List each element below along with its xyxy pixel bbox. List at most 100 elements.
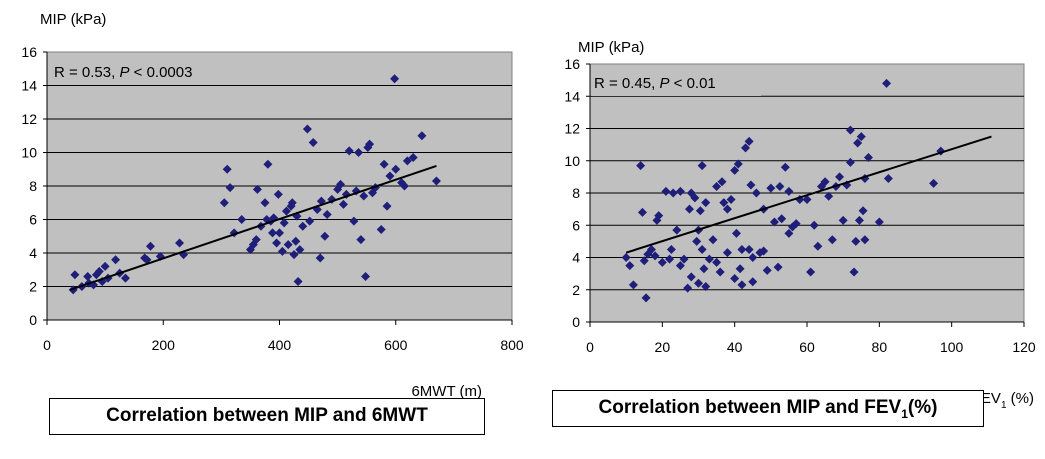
data-point	[712, 182, 722, 192]
data-point	[675, 261, 685, 271]
data-point	[295, 245, 305, 255]
data-point	[641, 293, 651, 303]
data-point	[621, 253, 631, 262]
data-point	[701, 282, 711, 292]
data-point	[715, 267, 725, 277]
data-point	[120, 273, 130, 283]
data-point	[827, 235, 837, 245]
data-point	[726, 194, 736, 204]
data-point	[851, 236, 861, 246]
data-point	[654, 211, 664, 221]
x-tick-label: 20	[655, 339, 671, 355]
data-point	[417, 131, 427, 141]
data-point	[806, 267, 816, 277]
y-tick-label: 0	[572, 314, 580, 330]
data-point	[661, 186, 671, 196]
y-tick-label: 8	[29, 178, 37, 194]
data-point	[349, 216, 359, 226]
annotation-box	[48, 53, 240, 84]
y-tick-label: 16	[564, 56, 580, 72]
data-point	[708, 235, 718, 245]
data-point	[699, 264, 709, 274]
data-point	[766, 183, 776, 193]
data-point	[431, 176, 441, 186]
data-point	[883, 173, 893, 183]
data-point	[717, 177, 727, 187]
data-point	[748, 277, 758, 287]
data-point	[683, 283, 693, 293]
data-point	[701, 198, 711, 208]
data-point	[251, 235, 261, 245]
data-point	[111, 255, 121, 265]
data-point	[784, 228, 794, 238]
data-point	[775, 182, 785, 192]
data-point	[762, 265, 772, 275]
data-point	[636, 161, 646, 171]
data-point	[277, 246, 287, 256]
data-point	[929, 178, 939, 188]
data-point	[273, 189, 283, 199]
data-point	[70, 270, 80, 280]
y-tick-label: 12	[21, 111, 37, 127]
data-point	[759, 246, 769, 256]
data-point	[744, 244, 754, 254]
data-point	[731, 228, 741, 238]
data-point	[882, 78, 892, 88]
data-point	[305, 216, 315, 226]
data-point	[735, 264, 745, 274]
data-point	[391, 164, 401, 174]
data-point	[820, 177, 830, 187]
data-point	[628, 280, 638, 290]
data-point	[666, 244, 676, 254]
annotation-suffix: < 0.0003	[129, 64, 192, 81]
caption-box-fev1: Correlation between MIP and FEV1(%)	[552, 390, 984, 427]
data-point	[675, 186, 685, 196]
data-point	[315, 253, 325, 263]
data-point	[858, 206, 868, 216]
annotation-prefix: R = 0.45,	[594, 75, 659, 92]
data-point	[733, 159, 743, 169]
data-point	[741, 143, 751, 153]
x-axis-label-tail: (%)	[1007, 390, 1035, 407]
caption-6mwt-text: Correlation between MIP and 6MWT	[106, 405, 428, 426]
y-tick-label: 14	[564, 88, 580, 104]
data-point	[344, 146, 354, 156]
y-tick-label: 10	[564, 153, 580, 169]
data-point	[268, 228, 278, 238]
data-point	[777, 214, 787, 224]
caption-box-6mwt: Correlation between MIP and 6MWT	[49, 398, 485, 435]
caption-fev1-sub: 1	[901, 406, 908, 421]
data-point	[751, 188, 761, 198]
x-tick-label: 0	[43, 337, 51, 353]
data-point	[791, 219, 801, 229]
data-point	[354, 148, 364, 157]
data-point	[279, 218, 289, 228]
data-point	[402, 156, 412, 166]
data-point	[697, 244, 707, 254]
annotation-suffix: < 0.01	[669, 75, 715, 92]
data-point	[145, 241, 155, 251]
data-point	[175, 238, 185, 248]
caption-fev1-text: Correlation between MIP and FEV	[598, 397, 902, 418]
x-axis-label: 6MWT (m)	[411, 383, 482, 400]
data-point	[838, 215, 848, 225]
data-point	[275, 228, 284, 238]
data-point	[809, 220, 819, 230]
data-point	[399, 181, 409, 191]
data-point	[744, 136, 754, 146]
data-point	[100, 261, 110, 271]
data-point	[712, 257, 722, 267]
data-point	[722, 248, 732, 258]
y-axis-label: MIP (kPa)	[578, 39, 644, 56]
data-point	[637, 207, 647, 217]
x-axis-label-sub: 1	[1001, 400, 1007, 411]
x-tick-label: 100	[940, 339, 964, 355]
data-point	[684, 204, 694, 214]
data-point	[291, 236, 301, 246]
data-point	[322, 209, 332, 219]
data-point	[260, 198, 270, 208]
correlation-annotation: R = 0.45, P < 0.01	[594, 75, 716, 92]
data-point	[748, 253, 758, 262]
